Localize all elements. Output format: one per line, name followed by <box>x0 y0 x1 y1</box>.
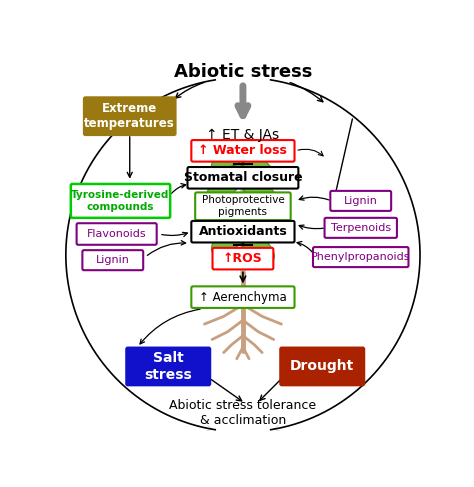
Ellipse shape <box>240 174 279 213</box>
FancyBboxPatch shape <box>82 250 143 270</box>
Text: Abiotic stress tolerance
& acclimation: Abiotic stress tolerance & acclimation <box>169 399 317 427</box>
FancyBboxPatch shape <box>77 223 157 245</box>
Text: ↑ Water loss: ↑ Water loss <box>199 144 287 157</box>
Ellipse shape <box>207 165 246 204</box>
Text: Terpenoids: Terpenoids <box>331 223 391 233</box>
Text: Stomatal closure: Stomatal closure <box>183 171 302 184</box>
Text: Lignin: Lignin <box>344 196 378 206</box>
FancyBboxPatch shape <box>84 97 175 135</box>
FancyBboxPatch shape <box>188 167 298 188</box>
FancyBboxPatch shape <box>313 247 409 267</box>
FancyBboxPatch shape <box>212 248 273 269</box>
Text: Phenylpropanoids: Phenylpropanoids <box>311 252 410 262</box>
FancyBboxPatch shape <box>280 348 364 385</box>
FancyBboxPatch shape <box>191 140 294 162</box>
Text: Antioxidants: Antioxidants <box>199 225 287 238</box>
Text: Salt
stress: Salt stress <box>145 351 192 381</box>
FancyBboxPatch shape <box>195 192 291 220</box>
Ellipse shape <box>211 141 246 173</box>
FancyBboxPatch shape <box>71 184 170 218</box>
FancyBboxPatch shape <box>126 348 210 385</box>
Text: ↑ ET & JAs: ↑ ET & JAs <box>206 129 280 142</box>
Text: Extreme
temperatures: Extreme temperatures <box>84 102 175 130</box>
Text: Flavonoids: Flavonoids <box>87 229 146 239</box>
Ellipse shape <box>239 152 274 184</box>
Text: Drought: Drought <box>290 359 355 374</box>
Text: ↑ROS: ↑ROS <box>223 252 263 265</box>
Ellipse shape <box>240 202 279 241</box>
Ellipse shape <box>207 193 246 232</box>
Text: ↑ Aerenchyma: ↑ Aerenchyma <box>199 291 287 303</box>
FancyBboxPatch shape <box>330 191 391 211</box>
FancyBboxPatch shape <box>191 221 294 243</box>
Text: Tyrosine-derived
compounds: Tyrosine-derived compounds <box>71 190 170 212</box>
Ellipse shape <box>239 231 274 263</box>
Text: Photoprotective
pigments: Photoprotective pigments <box>201 195 284 217</box>
Text: Lignin: Lignin <box>96 255 130 265</box>
FancyBboxPatch shape <box>325 218 397 238</box>
FancyBboxPatch shape <box>191 286 294 308</box>
Ellipse shape <box>211 224 246 255</box>
Text: Abiotic stress: Abiotic stress <box>174 63 312 81</box>
